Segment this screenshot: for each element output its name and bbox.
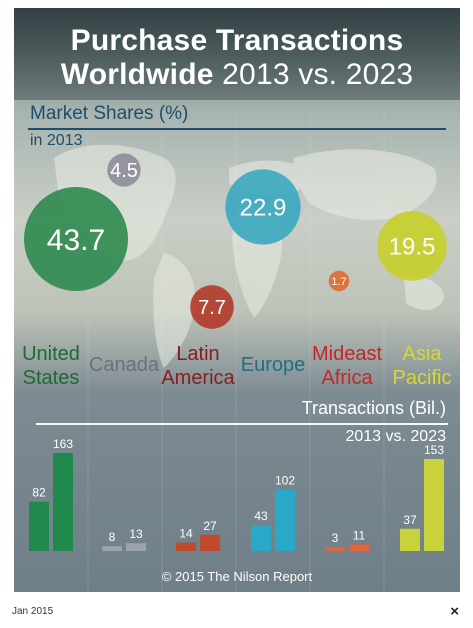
market-share-bubble xyxy=(24,187,128,291)
transaction-bar xyxy=(102,546,122,551)
transaction-bar xyxy=(424,459,444,551)
footer-date: Jan 2015 xyxy=(12,606,54,617)
region-label-line1: Asia xyxy=(403,343,443,365)
transaction-value-label: 3 xyxy=(332,531,339,545)
transaction-value-label: 14 xyxy=(179,527,193,541)
market-share-label: 7.7 xyxy=(198,297,226,319)
transaction-bar xyxy=(275,489,295,551)
market-share-bubble xyxy=(328,270,350,292)
market-shares-rule xyxy=(28,128,446,130)
transaction-value-label: 13 xyxy=(129,527,143,541)
transaction-value-label: 102 xyxy=(275,474,295,488)
region-label-line2: States xyxy=(23,367,80,389)
region-label-line1: Latin xyxy=(176,343,219,365)
market-share-bubble xyxy=(225,169,301,245)
region-label-line2: America xyxy=(161,367,235,389)
transaction-bar xyxy=(29,501,49,551)
transaction-bar xyxy=(176,542,196,551)
transactions-years: 2013 vs. 2023 xyxy=(345,428,446,445)
region-label-line1: United xyxy=(22,343,80,365)
transaction-bar xyxy=(53,453,73,551)
transaction-value-label: 163 xyxy=(53,437,73,451)
region-label-line2: Africa xyxy=(321,367,373,389)
page-title: Purchase Transactions xyxy=(70,24,404,57)
transactions-rule xyxy=(36,423,448,425)
transaction-value-label: 43 xyxy=(254,509,268,523)
market-share-label: 43.7 xyxy=(47,224,105,257)
transaction-bar xyxy=(349,544,369,551)
transaction-value-label: 153 xyxy=(424,443,444,457)
region-label-line1: Mideast xyxy=(312,343,382,365)
title-band xyxy=(14,8,460,100)
transaction-value-label: 82 xyxy=(32,486,46,500)
market-share-bubble xyxy=(377,211,447,281)
transaction-bar xyxy=(200,534,220,551)
title-years: 2013 vs. 2023 xyxy=(213,58,414,91)
transaction-value-label: 27 xyxy=(203,519,217,533)
region-label-line2: Pacific xyxy=(393,367,452,389)
market-share-label: 4.5 xyxy=(110,160,138,182)
copyright-text: © 2015 The Nilson Report xyxy=(161,569,313,584)
transaction-bar xyxy=(400,528,420,551)
market-shares-title: Market Shares (%) xyxy=(30,103,189,124)
close-button[interactable]: × xyxy=(450,603,459,620)
transaction-value-label: 11 xyxy=(353,528,366,542)
market-share-bubble xyxy=(190,285,234,329)
transaction-bar xyxy=(325,547,345,551)
transactions-title: Transactions (Bil.) xyxy=(301,398,446,418)
region-label-line1: Europe xyxy=(241,354,306,376)
market-share-label: 22.9 xyxy=(240,195,287,222)
infographic-poster: Purchase Transactions Worldwide 2013 vs.… xyxy=(14,8,460,592)
transaction-value-label: 37 xyxy=(403,513,417,527)
market-share-bubble xyxy=(107,153,141,187)
transaction-value-label: 8 xyxy=(109,530,116,544)
transaction-bar xyxy=(126,543,146,551)
market-shares-year: in 2013 xyxy=(30,132,83,149)
region-label-line1: Canada xyxy=(89,354,160,376)
market-share-label: 19.5 xyxy=(389,234,436,261)
market-share-label: 1.7 xyxy=(331,276,346,288)
transaction-bar xyxy=(251,525,271,551)
title-bold-word: Worldwide xyxy=(60,58,214,91)
page-title-line2: Worldwide 2013 vs. 2023 xyxy=(14,58,460,92)
